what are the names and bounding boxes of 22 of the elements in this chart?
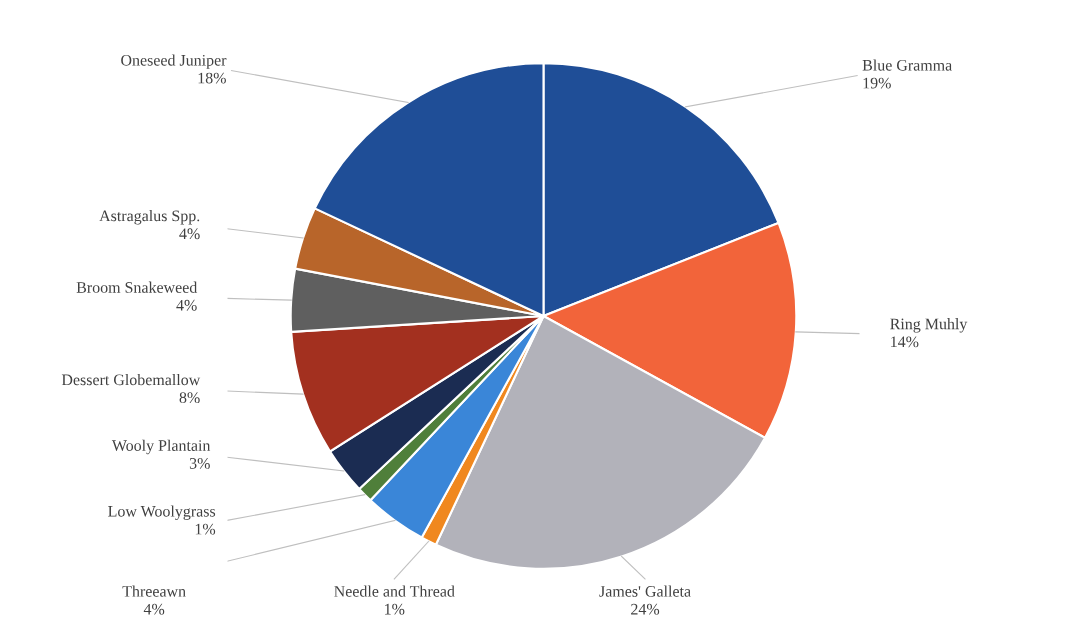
data-label: 4% (143, 603, 165, 615)
data-label: 1% (195, 523, 216, 535)
data-label: 24% (631, 603, 660, 615)
slice-label: Oneseed Juniper (121, 54, 227, 69)
data-label: 18% (198, 72, 226, 84)
data-label: 19% (863, 77, 891, 89)
slice-label: Low Woolygrass (108, 505, 216, 520)
data-label: 4% (179, 228, 200, 240)
slice-label: Wooly Plantain (111, 439, 211, 455)
slice-label: Needle and Thread (334, 585, 455, 597)
slice-label: James' Galleta (599, 585, 691, 597)
data-label: 8% (179, 392, 200, 404)
data-label: 4% (176, 299, 197, 311)
slice-label: Threeawn (122, 585, 186, 597)
slice-label: Blue Gramma (862, 59, 952, 71)
slice-label: Broom Snakeweed (76, 281, 198, 293)
data-label: 3% (189, 457, 210, 469)
data-label: 1% (385, 603, 405, 615)
slice-label: Astragalus Spp. (99, 209, 200, 225)
data-label: 14% (891, 336, 919, 348)
slice-label: Dessert Globemallow (61, 373, 201, 386)
slice-label: Ring Muhly (890, 318, 968, 333)
